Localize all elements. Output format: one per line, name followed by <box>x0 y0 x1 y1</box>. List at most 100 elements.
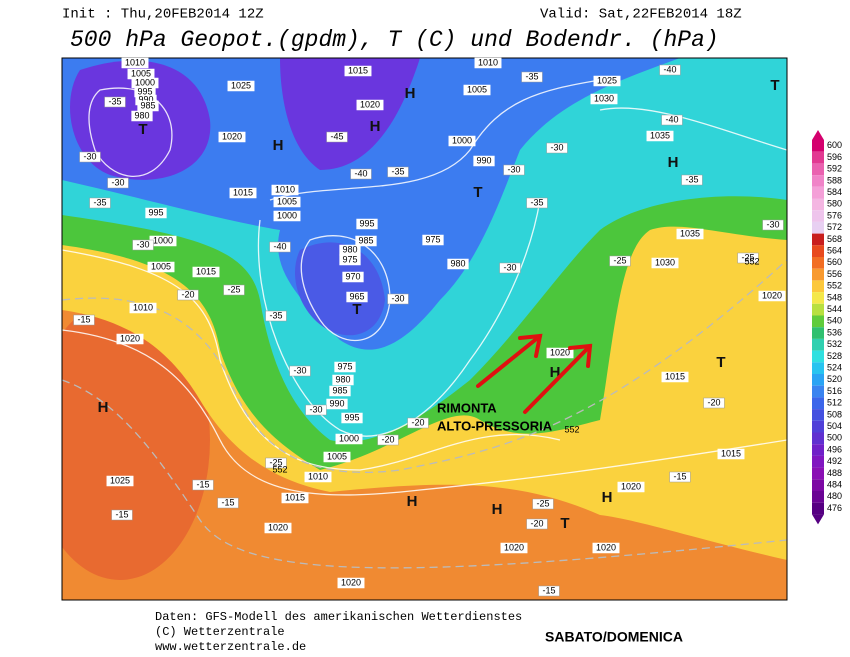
pressure-label: 1030 <box>655 257 675 267</box>
colorbar-swatch <box>812 374 824 386</box>
pressure-label-box <box>323 451 351 463</box>
pressure-label: 1010 <box>133 302 153 312</box>
pressure-label: 990 <box>329 398 344 408</box>
temperature-label: -40 <box>354 168 367 178</box>
colorbar-label: 592 <box>827 164 842 174</box>
pressure-label-box <box>106 475 134 487</box>
temperature-label-box <box>350 168 372 180</box>
temperature-label: -35 <box>685 174 698 184</box>
pressure-label: 1000 <box>277 210 297 220</box>
pressure-label: 1020 <box>360 99 380 109</box>
temperature-label: -15 <box>196 479 209 489</box>
pressure-label-box <box>356 99 384 111</box>
pressure-center: T <box>560 515 569 532</box>
colorbar-label: 532 <box>827 339 842 349</box>
temperature-label-box <box>521 71 543 83</box>
colorbar-swatch <box>812 455 824 468</box>
colorbar-swatch <box>812 362 824 374</box>
pressure-center: T <box>770 77 779 94</box>
temperature-label-box <box>305 404 327 416</box>
pressure-label-box <box>758 290 786 302</box>
temperature-label: -30 <box>111 177 124 187</box>
temperature-label: -30 <box>766 219 779 229</box>
pressure-label: 1015 <box>348 65 368 75</box>
temperature-label-box <box>661 114 683 126</box>
pressure-label: 1020 <box>222 131 242 141</box>
pressure-label-box <box>593 75 621 87</box>
temperature-label-box <box>89 197 111 209</box>
temperature-label: -30 <box>507 164 520 174</box>
pressure-label-box <box>334 361 356 373</box>
isobar <box>599 107 787 151</box>
colorbar-swatch <box>812 502 824 515</box>
colorbar-label: 504 <box>827 421 842 431</box>
colorbar-swatch <box>812 432 824 445</box>
temperature-label-box <box>387 166 409 178</box>
colorbar-swatch <box>812 151 824 164</box>
temperature-label: -30 <box>83 151 96 161</box>
pressure-label: 995 <box>137 86 152 96</box>
colorbar-label: 580 <box>827 199 842 209</box>
temperature-label-box <box>326 131 348 143</box>
temperature-label: -30 <box>550 142 563 152</box>
temperature-label: -15 <box>77 314 90 324</box>
colorbar-end <box>812 514 824 525</box>
colorbar-label: 572 <box>827 222 842 232</box>
pressure-center: H <box>492 501 503 518</box>
pressure-center: T <box>473 184 482 201</box>
temperature-label-box <box>526 518 548 530</box>
temperature-label-box <box>192 479 214 491</box>
colorbar-swatch <box>812 409 824 421</box>
pressure-label: 1025 <box>110 475 130 485</box>
colorbar-label: 496 <box>827 444 842 454</box>
colorbar-label: 588 <box>827 175 842 185</box>
valid-time: Valid: Sat,22FEB2014 18Z <box>540 7 742 23</box>
pressure-label: 1000 <box>135 77 155 87</box>
temperature-label: -25 <box>227 284 240 294</box>
pressure-label: 1005 <box>277 196 297 206</box>
colorbar-label: 564 <box>827 246 842 256</box>
pressure-label: 1020 <box>550 347 570 357</box>
colorbar-swatch <box>812 491 824 503</box>
temperature-label: -25 <box>536 498 549 508</box>
pressure-label: 985 <box>140 100 155 110</box>
pressure-label: 1025 <box>231 80 251 90</box>
temperature-label: -30 <box>136 239 149 249</box>
purple-area <box>280 58 420 170</box>
colorbar-swatch <box>812 338 824 351</box>
isobar <box>269 79 601 201</box>
temperature-label-box <box>659 64 681 76</box>
temperature-label-box <box>217 497 239 509</box>
pressure-label: 980 <box>335 374 350 384</box>
temperature-label-box <box>289 365 311 377</box>
pressure-center: H <box>407 493 418 510</box>
map-title: 500 hPa Geopot.(gpdm), T (C) und Bodendr… <box>70 27 719 53</box>
colorbar-label: 508 <box>827 409 842 419</box>
pressure-label-box <box>463 84 491 96</box>
colorbar-label: 556 <box>827 269 842 279</box>
colorbar-swatch <box>812 186 824 199</box>
pressure-label: 970 <box>345 271 360 281</box>
pressure-label: 990 <box>138 94 153 104</box>
pressure-label: 1015 <box>721 448 741 458</box>
temperature-label-box <box>111 509 133 521</box>
pressure-label-box <box>651 257 679 269</box>
temperature-label: -35 <box>269 310 282 320</box>
pressure-label: 1005 <box>131 68 151 78</box>
colorbar-swatch <box>812 350 824 363</box>
pressure-label: 1035 <box>650 130 670 140</box>
pressure-label: 975 <box>337 361 352 371</box>
pressure-label: 1035 <box>680 228 700 238</box>
map-frame <box>61 57 788 601</box>
pressure-label-box <box>448 135 476 147</box>
temperature-label: -20 <box>530 518 543 528</box>
temperature-label-box <box>132 239 154 251</box>
colorbar-swatch <box>812 140 824 152</box>
pressure-label-box <box>218 131 246 143</box>
pressure-label-box <box>116 333 144 345</box>
colorbar-swatch <box>812 280 824 293</box>
pressure-label-box <box>271 184 299 196</box>
pressure-label: 995 <box>359 218 374 228</box>
temperature-label-box <box>503 164 525 176</box>
temperature-label: -35 <box>530 197 543 207</box>
